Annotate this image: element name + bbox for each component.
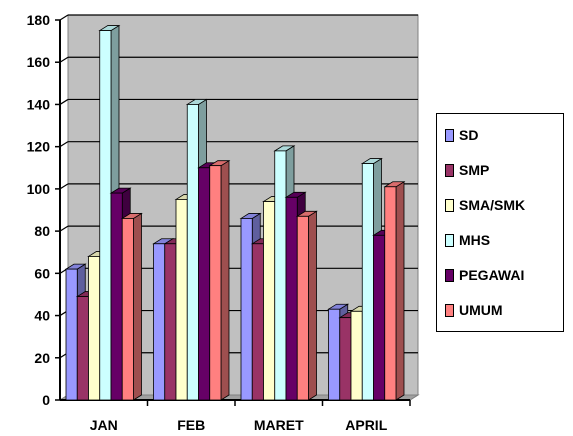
bar-pegawai-feb [198, 167, 211, 401]
bar-mhs-april [361, 163, 374, 401]
gridline-diagonal [59, 141, 69, 148]
legend-label: UMUM [459, 302, 503, 318]
bar-mhs-jan [99, 30, 112, 401]
bar-sd-maret [240, 218, 253, 401]
bar-umum-maret [296, 215, 309, 401]
bar-sma-smk-feb [175, 199, 188, 401]
bar-umum-jan [121, 218, 134, 401]
x-tick-label: MARET [254, 417, 304, 433]
bar-sma-smk-april [350, 310, 363, 401]
bar-mhs-maret [274, 150, 287, 401]
legend-swatch [445, 163, 454, 177]
bar-pegawai-maret [285, 196, 298, 401]
y-tick-label: 40 [34, 308, 50, 324]
legend-label: SMP [459, 162, 490, 178]
bar-sma-smk-maret [263, 201, 276, 401]
legend-item: SMP [445, 160, 489, 180]
legend-item: PEGAWAI [445, 265, 524, 285]
bar-sd-april [328, 308, 341, 401]
legend-swatch [445, 128, 454, 142]
bar-mhs-feb [186, 104, 199, 401]
bar-side [220, 159, 230, 401]
gridline-diagonal [59, 225, 69, 232]
bar-umum-feb [209, 165, 222, 401]
legend-item: SD [445, 125, 478, 145]
bar-side [133, 212, 142, 401]
y-tick-label: 140 [27, 96, 51, 112]
legend-label: MHS [459, 232, 491, 248]
gridline-diagonal [59, 56, 69, 63]
y-tick-label: 60 [34, 265, 50, 281]
legend-label: SD [459, 127, 479, 143]
bar-umum-april [384, 186, 397, 401]
y-tick-label: 20 [34, 350, 50, 366]
bar-smp-april [339, 317, 352, 401]
legend-item: UMUM [445, 300, 503, 320]
legend-label: PEGAWAI [459, 267, 525, 283]
bar-sd-feb [153, 243, 166, 401]
gridline-diagonal [59, 14, 69, 21]
legend-swatch [445, 198, 454, 212]
bar-side [395, 181, 405, 401]
bar-sma-smk-jan [88, 256, 101, 401]
gridline-diagonal [59, 98, 69, 105]
legend-swatch [445, 303, 454, 317]
y-tick-label: 180 [27, 12, 51, 28]
legend-swatch [445, 268, 454, 282]
bar-smp-feb [164, 243, 177, 401]
bar-smp-maret [251, 243, 264, 401]
y-tick-label: 80 [34, 223, 50, 239]
legend-swatch [445, 233, 454, 247]
x-tick-label: APRIL [345, 417, 387, 433]
legend-item: MHS [445, 230, 490, 250]
y-tick-label: 120 [27, 139, 51, 155]
bar-side [308, 210, 317, 401]
bar-sd-jan [65, 268, 78, 401]
bar-smp-jan [76, 296, 89, 401]
bar-pegawai-april [373, 234, 386, 401]
legend-label: SMA/SMK [459, 197, 526, 213]
legend: SD SMP SMA/SMK MHS PEGAWAI UMUM [436, 113, 564, 332]
y-tick-label: 100 [27, 181, 51, 197]
gridline-diagonal [59, 183, 69, 190]
legend-item: SMA/SMK [445, 195, 525, 215]
y-tick-label: 160 [27, 54, 51, 70]
bar-pegawai-jan [110, 192, 123, 401]
x-tick-label: FEB [177, 417, 205, 433]
x-tick-label: JAN [90, 417, 118, 433]
y-tick-label: 0 [42, 392, 50, 408]
